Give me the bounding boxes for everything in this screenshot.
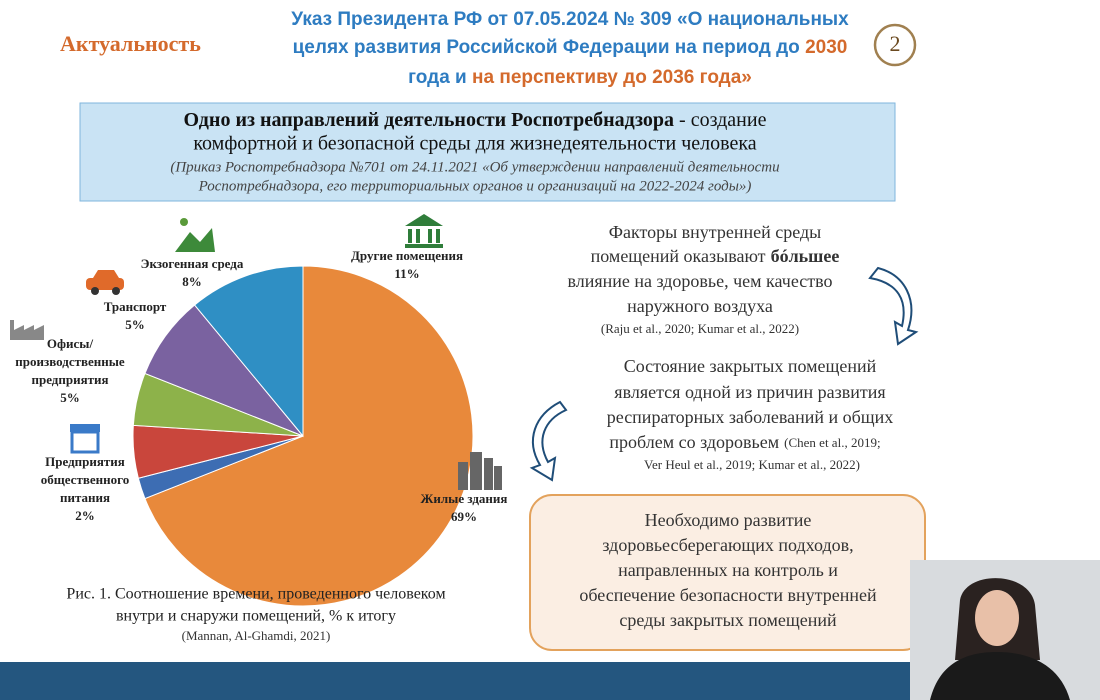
- pie-slice: [144, 265, 474, 607]
- state-ref: Ver Heul et al., 2019; Kumar et al., 202…: [644, 457, 860, 472]
- title-part: на перспективу до: [472, 67, 652, 88]
- factors-text: помещений оказывают: [591, 246, 766, 266]
- title-part: 2036: [652, 67, 694, 88]
- factors-bold: бóльшее: [771, 246, 840, 266]
- banner-text: - создание: [674, 109, 767, 131]
- state-line: респираторных заболеваний и общих: [607, 407, 894, 427]
- banner-note: (Приказ Роспотребнадзора №701 от 24.11.2…: [170, 159, 779, 175]
- conclusion-line: обеспечение безопасности внутренней: [579, 585, 877, 605]
- caption: внутри и снаружи помещений, % к итогу: [116, 608, 396, 625]
- caption: Рис. 1. Соотношение времени, проведенног…: [66, 586, 445, 603]
- conclusion-line: направленных на контроль и: [618, 560, 838, 580]
- slice-label: производственные: [15, 354, 125, 369]
- title-line: года и на перспективу до 2036 года»: [408, 67, 752, 88]
- slice-label: Офисы/: [47, 336, 94, 351]
- slide-number-circle: [873, 23, 917, 67]
- title-part: Указ Президента РФ от 07.05.2024 № 309 «…: [291, 9, 849, 30]
- title-part: целях развития Российской Федерации на п…: [293, 37, 805, 58]
- banner-bold: Одно из направлений деятельности Роспотр…: [184, 109, 675, 131]
- slice-value-label: 5%: [125, 317, 145, 332]
- slice-value-label: 5%: [60, 390, 80, 405]
- slice-label: общественного: [41, 472, 129, 487]
- slice-value-label: 11%: [394, 266, 419, 281]
- arrow: [529, 400, 568, 482]
- slice-label: Транспорт: [104, 299, 167, 314]
- factors-line: Факторы внутренней среды: [609, 222, 822, 242]
- slice-value-label: 8%: [182, 274, 202, 289]
- title-part: года»: [694, 67, 752, 88]
- footer-bar: [0, 662, 910, 700]
- conclusion-line: здоровьесберегающих подходов,: [602, 535, 853, 555]
- caption-source: (Mannan, Al-Ghamdi, 2021): [182, 628, 331, 643]
- banner-line: комфортной и безопасной среды для жизнед…: [193, 133, 756, 155]
- title-line: Указ Президента РФ от 07.05.2024 № 309 «…: [291, 9, 849, 30]
- slice-label: Другие помещения: [351, 248, 463, 263]
- title-line: целях развития Российской Федерации на п…: [293, 37, 848, 58]
- slice-label: Экзогенная среда: [141, 256, 244, 271]
- banner: [79, 102, 896, 202]
- state-text: проблем со здоровьем: [609, 432, 779, 452]
- state-line: является одной из причин развития: [614, 382, 885, 402]
- icon-city: [458, 452, 502, 490]
- arrow: [868, 266, 919, 346]
- slice-label: предприятия: [31, 372, 108, 387]
- state-line: Состояние закрытых помещений: [624, 356, 877, 376]
- icon-car: [86, 270, 124, 295]
- slice-value-label: 69%: [451, 509, 477, 524]
- section-title: Актуальность: [60, 31, 201, 56]
- factors-line: влияние на здоровье, чем качество: [567, 271, 832, 291]
- icon-building: [405, 214, 443, 248]
- banner-note: Роспотребнадзора, его территориальных ор…: [198, 178, 752, 194]
- icon-factory: [10, 320, 44, 340]
- conclusion-line: Необходимо развитие: [645, 510, 812, 530]
- pie-chart: Жилые здания 69% Предприятия общественного п…: [15, 248, 508, 607]
- factors-refs: (Raju et al., 2020; Kumar et al., 2022): [601, 321, 799, 336]
- conclusion: Необходимо развитие здоровьесберегающих п…: [579, 510, 877, 630]
- factors-line: наружного воздуха: [627, 296, 773, 316]
- title-part: 2030: [805, 37, 847, 58]
- icon-shop: [70, 424, 100, 454]
- pie-slice: [193, 265, 304, 438]
- title-part: года и: [408, 67, 472, 88]
- factors-line: помещений оказывают бóльшее: [591, 246, 840, 266]
- banner-line: Одно из направлений деятельности Роспотр…: [184, 109, 767, 131]
- slice-label: Предприятия: [45, 454, 125, 469]
- webcam: [910, 560, 1100, 700]
- icon-landscape: [175, 218, 215, 252]
- conclusion-line: среды закрытых помещений: [619, 610, 837, 630]
- state-line: проблем со здоровьем (Chen et al., 2019;: [609, 432, 880, 452]
- slice-label: Жилые здания: [421, 491, 508, 506]
- slice-label: питания: [60, 490, 110, 505]
- slide-number: 2: [890, 31, 901, 56]
- state-ref: (Chen et al., 2019;: [784, 435, 880, 450]
- slice-value-label: 2%: [75, 508, 95, 523]
